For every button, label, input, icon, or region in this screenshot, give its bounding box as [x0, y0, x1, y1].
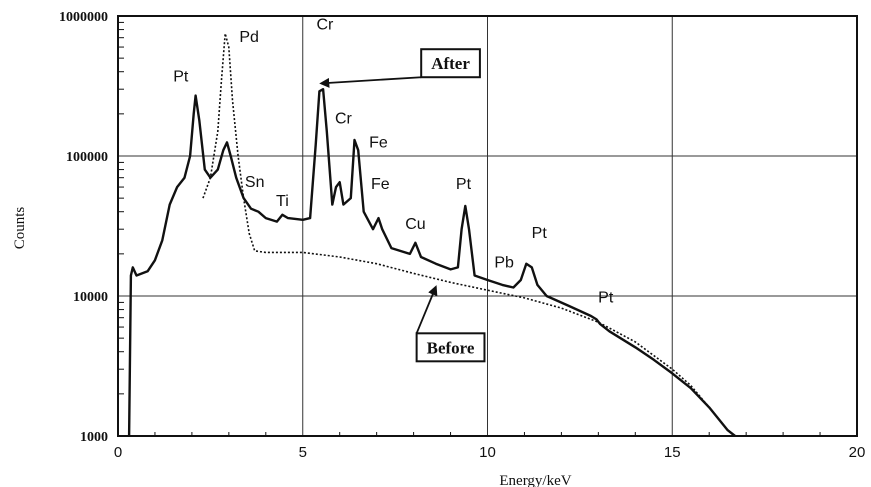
peak-label: Pb	[494, 254, 514, 271]
peak-label: Fe	[371, 176, 390, 193]
callout-label: After	[431, 54, 470, 73]
peak-label: Fe	[369, 135, 388, 152]
peak-label: Cr	[335, 111, 353, 128]
x-axis-label: Energy/keV	[499, 473, 571, 487]
callout-label: Before	[427, 338, 475, 357]
peak-label: Cu	[405, 216, 425, 233]
peak-label: Pt	[532, 225, 548, 242]
callout-box	[420, 48, 481, 79]
callout-arrow	[319, 76, 422, 88]
x-tick-label: 0	[114, 444, 122, 461]
x-tick-label: 20	[849, 444, 866, 461]
callout-box	[415, 332, 486, 363]
plot-frame	[117, 15, 858, 437]
y-tick-label: 100000	[66, 150, 108, 165]
x-tick-label: 10	[479, 444, 496, 461]
y-axis-label: Counts	[12, 207, 28, 250]
peak-label: Pt	[456, 176, 472, 193]
y-tick-label: 1000000	[59, 10, 108, 25]
peak-label: Cr	[316, 17, 334, 34]
series-line-after	[127, 88, 736, 437]
y-tick-label: 1000	[80, 430, 108, 445]
callout-arrow	[415, 285, 438, 334]
x-tick-label: 5	[299, 444, 307, 461]
peak-label: Pd	[239, 29, 259, 46]
series-line-before	[202, 32, 736, 437]
x-tick-label: 15	[664, 444, 681, 461]
peak-label: Pt	[598, 289, 614, 306]
peak-label: Ti	[276, 193, 289, 210]
peak-label: Pt	[173, 69, 189, 86]
y-tick-label: 10000	[73, 290, 108, 305]
peak-label: Sn	[245, 174, 265, 191]
